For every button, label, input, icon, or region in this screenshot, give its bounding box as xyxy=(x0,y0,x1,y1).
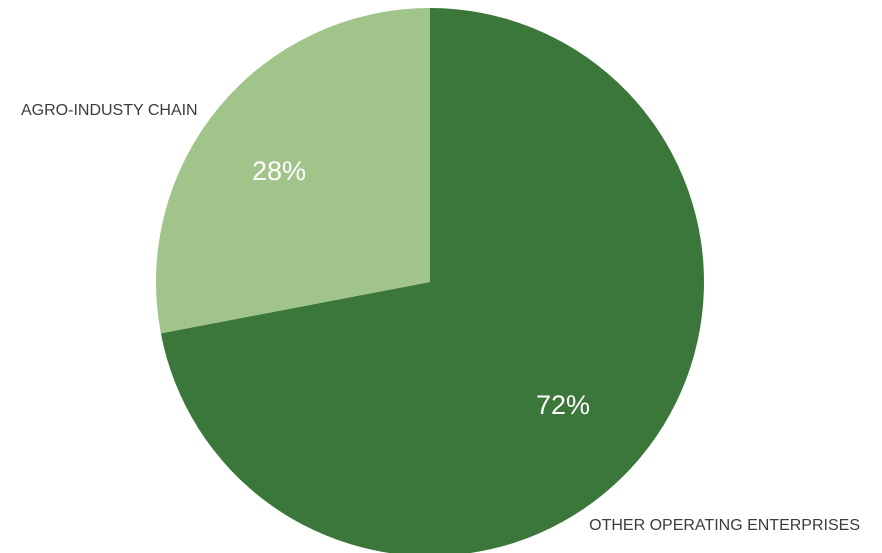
pie-slices xyxy=(155,8,704,553)
pie-slice-other-operating-enterprises xyxy=(160,8,704,553)
slice-percent-label-other-operating-enterprises: 72% xyxy=(536,390,590,420)
category-label-other-operating-enterprises: OTHER OPERATING ENTERPRISES xyxy=(589,517,860,534)
pie-slice-agro-industy-chain xyxy=(155,8,431,334)
slice-percent-label-agro-industry-chain: 28% xyxy=(252,156,306,186)
category-label-agro-industry-chain: AGRO-INDUSTY CHAIN xyxy=(21,102,198,119)
